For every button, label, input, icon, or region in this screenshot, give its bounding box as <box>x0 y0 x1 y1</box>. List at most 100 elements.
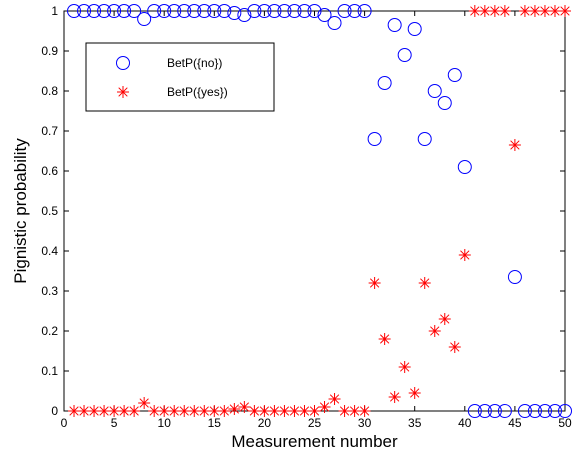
data-point-no <box>477 404 492 418</box>
y-tick-label: 0 <box>51 404 58 418</box>
y-tick-label: 0.7 <box>41 124 58 138</box>
data-point-no <box>377 76 392 90</box>
data-point-yes <box>188 405 201 417</box>
data-point-yes <box>108 405 121 417</box>
y-tick-label: 0.9 <box>41 44 58 58</box>
legend-marker-star <box>117 86 129 98</box>
data-point-no <box>307 4 322 18</box>
data-point-yes <box>548 5 561 17</box>
y-tick-label: 0.2 <box>41 324 58 338</box>
data-point-yes <box>198 405 211 417</box>
data-point-yes <box>288 405 301 417</box>
data-point-yes <box>118 405 131 417</box>
data-point-yes <box>508 139 521 151</box>
data-point-yes <box>368 277 381 289</box>
data-point-no <box>247 4 262 18</box>
data-point-yes <box>418 277 431 289</box>
data-point-yes <box>238 401 251 413</box>
data-point-no <box>497 404 512 418</box>
data-point-no <box>87 4 102 18</box>
data-point-yes <box>338 405 351 417</box>
data-point-no <box>558 404 572 418</box>
legend-circle-icon <box>116 56 130 70</box>
data-point-no <box>127 4 142 18</box>
data-point-yes <box>128 405 141 417</box>
x-tick-label: 10 <box>158 416 172 430</box>
data-point-yes <box>218 405 231 417</box>
y-tick-label: 0.1 <box>41 364 58 378</box>
x-tick-label: 35 <box>408 416 422 430</box>
data-point-no <box>157 4 172 18</box>
ticks-layer: 0 5 10 15 20 25 30 35 40 45 50 0 0.1 0.2 0.3 0.4 0.5 0.6 0… <box>41 4 572 430</box>
data-point-yes <box>308 405 321 417</box>
data-point-yes <box>88 405 101 417</box>
data-point-no <box>417 132 432 146</box>
data-point-no <box>67 4 82 18</box>
legend-label-yes: BetP({yes}) <box>167 85 228 99</box>
data-point-no <box>507 270 522 284</box>
x-tick-label: 40 <box>458 416 472 430</box>
data-point-no <box>457 160 472 174</box>
data-point-yes <box>408 387 421 399</box>
data-point-yes <box>478 5 491 17</box>
x-tick-label: 20 <box>258 416 272 430</box>
x-tick-label: 0 <box>61 416 68 430</box>
data-point-no <box>537 404 552 418</box>
data-point-no <box>77 4 92 18</box>
y-axis-title: Pignistic probability <box>11 138 30 284</box>
data-point-yes <box>438 313 451 325</box>
data-point-yes <box>468 5 481 17</box>
data-point-no <box>327 16 342 30</box>
legend-star-icon <box>117 86 129 98</box>
data-point-no <box>277 4 292 18</box>
x-tick-label: 45 <box>508 416 522 430</box>
data-point-no <box>167 4 182 18</box>
data-point-yes <box>148 405 161 417</box>
data-point-yes <box>388 391 401 403</box>
x-tick-label: 15 <box>208 416 222 430</box>
data-point-no <box>397 48 412 62</box>
legend-label-no: BetP({no}) <box>167 56 222 70</box>
data-point-yes <box>348 405 361 417</box>
data-point-yes <box>208 405 221 417</box>
legend-marker-circle <box>116 56 130 70</box>
data-point-no <box>217 4 232 18</box>
data-point-yes <box>488 5 501 17</box>
x-tick-label: 30 <box>358 416 372 430</box>
data-point-yes <box>178 405 191 417</box>
data-point-no <box>387 18 402 32</box>
data-point-no <box>237 8 252 22</box>
data-point-no <box>97 4 112 18</box>
data-point-no <box>317 8 332 22</box>
data-point-no <box>107 4 122 18</box>
data-point-no <box>337 4 352 18</box>
data-point-no <box>467 404 482 418</box>
data-point-yes <box>448 341 461 353</box>
legend: BetP({no}) BetP({yes}) <box>85 42 275 112</box>
data-point-no <box>447 68 462 82</box>
data-point-yes <box>398 361 411 373</box>
data-point-no <box>357 4 372 18</box>
x-axis-title: Measurement number <box>231 432 398 451</box>
data-point-no <box>367 132 382 146</box>
legend-box <box>85 42 275 112</box>
y-tick-label: 0.6 <box>41 164 58 178</box>
x-tick-label: 25 <box>308 416 322 430</box>
data-point-yes <box>98 405 111 417</box>
data-point-yes <box>68 405 81 417</box>
data-point-no <box>427 84 442 98</box>
data-point-no <box>527 404 542 418</box>
data-point-yes <box>518 5 531 17</box>
data-point-no <box>347 4 362 18</box>
data-point-no <box>257 4 272 18</box>
data-point-no <box>517 404 532 418</box>
data-point-no <box>197 4 212 18</box>
y-tick-label: 0.4 <box>41 244 58 258</box>
data-point-no <box>187 4 202 18</box>
data-point-yes <box>559 5 571 17</box>
data-point-no <box>137 12 152 26</box>
data-point-no <box>487 404 502 418</box>
data-point-yes <box>318 401 331 413</box>
data-point-no <box>547 404 562 418</box>
